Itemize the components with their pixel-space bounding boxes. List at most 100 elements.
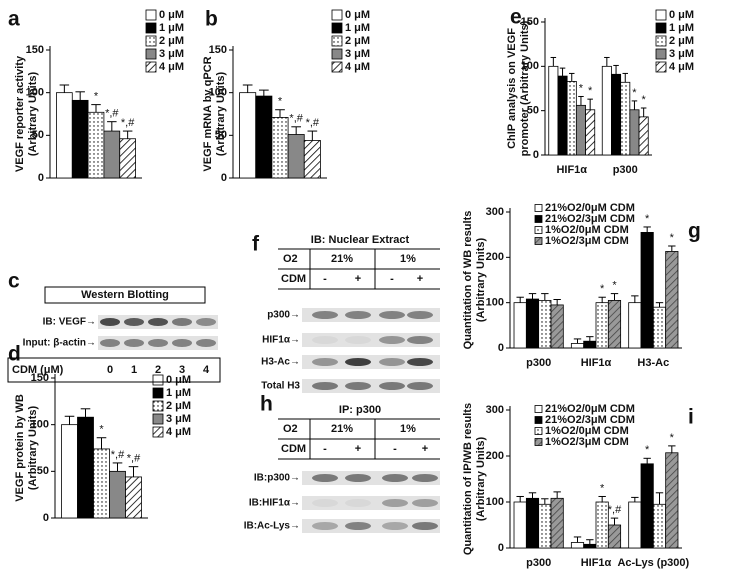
y-axis-label: (Arbitrary Units) — [215, 71, 227, 156]
row-label: Total H3 — [261, 381, 300, 392]
blot-title: IP: p300 — [339, 404, 381, 416]
y-tick-label: 200 — [486, 251, 504, 263]
bar — [550, 304, 564, 349]
lane-number: 1 — [131, 364, 137, 376]
legend-label: 1 μM — [166, 387, 191, 399]
panel-letter: i — [688, 406, 694, 429]
o2-value: 21% — [331, 253, 353, 265]
blot-title: Western Blotting — [81, 289, 169, 301]
bar — [638, 116, 649, 156]
blot-band — [407, 358, 433, 366]
legend-label: 21%O2/0μM CDM — [545, 202, 635, 214]
blot-band — [345, 358, 371, 366]
legend-label: 2 μM — [166, 400, 191, 412]
legend-label: 1 μM — [669, 22, 694, 34]
y-tick-label: 100 — [209, 87, 227, 99]
panel-letter: c — [8, 270, 20, 293]
y-tick-label: 50 — [32, 129, 44, 141]
legend-swatch — [331, 22, 343, 34]
legend-swatch — [655, 9, 667, 21]
panel-letter: g — [688, 220, 701, 243]
blot-band — [148, 339, 168, 347]
row-label: IB:HIF1α→ — [249, 498, 300, 509]
legend-swatch — [145, 22, 157, 34]
blot-band — [345, 336, 371, 344]
y-tick-label: 50 — [37, 465, 49, 477]
bar — [583, 543, 597, 549]
row-label: IB:Ac-Lys→ — [244, 521, 300, 532]
legend-label: 1%O2/0μM CDM — [545, 224, 629, 236]
blot-title: IB: Nuclear Extract — [311, 234, 410, 246]
bar — [525, 497, 540, 549]
blot-band — [345, 499, 371, 507]
bar — [570, 542, 585, 549]
y-tick-label: 0 — [221, 172, 227, 184]
blot-band — [382, 499, 408, 507]
y-tick-label: 150 — [521, 16, 539, 28]
y-tick-label: 200 — [486, 450, 504, 462]
bar — [513, 501, 527, 549]
legend-label: 1 μM — [159, 22, 184, 34]
blot-band — [382, 522, 408, 530]
cdm-value: + — [422, 443, 428, 455]
legend-swatch — [152, 400, 164, 412]
annotation: *,# — [306, 117, 320, 129]
bar — [640, 231, 654, 349]
annotation: * — [632, 87, 637, 99]
annotation: * — [99, 424, 104, 436]
bar — [255, 95, 273, 179]
blot-band — [124, 318, 144, 326]
blot-band — [379, 336, 405, 344]
legend-swatch — [534, 204, 543, 212]
blot-band — [345, 311, 371, 319]
y-tick-label: 150 — [26, 44, 44, 56]
blot-strip — [302, 496, 440, 510]
legend-swatch — [534, 438, 543, 446]
y-tick-label: 0 — [38, 172, 44, 184]
y-axis-label: (Arbitrary Units) — [27, 71, 39, 156]
legend-swatch — [534, 226, 543, 234]
blot-strip — [302, 333, 440, 347]
bar — [640, 463, 654, 549]
lane-number: 4 — [203, 364, 210, 376]
legend-swatch — [152, 426, 164, 438]
legend-swatch — [152, 413, 164, 425]
y-tick-label: 50 — [215, 129, 227, 141]
annotation: * — [600, 482, 605, 494]
title-box — [44, 286, 206, 304]
bar — [557, 75, 568, 156]
legend-label: 3 μM — [166, 413, 191, 425]
row-label: IB: VEGF→ — [43, 317, 96, 328]
blot-band — [379, 382, 405, 390]
legend-label: 3 μM — [669, 48, 694, 60]
y-tick-label: 100 — [486, 297, 504, 309]
blot-band — [100, 318, 120, 326]
blot-band — [148, 318, 168, 326]
bar — [601, 65, 612, 156]
y-tick-label: 300 — [486, 404, 504, 416]
bar — [628, 302, 642, 349]
bar — [239, 92, 257, 179]
y-axis-label: (Arbitrary Units) — [475, 436, 487, 521]
legend-label: 21%O2/3μM CDM — [545, 213, 635, 225]
y-tick-label: 100 — [26, 87, 44, 99]
bar — [109, 470, 126, 519]
legend-label: 1%O2/3μM CDM — [545, 436, 629, 448]
legend-label: 0 μM — [345, 9, 370, 21]
bar — [665, 452, 679, 549]
annotation: *,# — [105, 108, 119, 120]
legend-swatch — [145, 48, 157, 60]
legend-label: 1%O2/0μM CDM — [545, 425, 629, 437]
panel-letter: h — [260, 393, 273, 416]
o2-value: 1% — [400, 423, 416, 435]
y-tick-label: 0 — [533, 149, 539, 161]
y-axis-label: Quantitation of WB results — [462, 211, 474, 350]
row-label: HIF1α→ — [262, 335, 300, 346]
cdm-value: - — [390, 273, 394, 285]
bar — [303, 140, 321, 179]
y-axis-label: VEGF protein by WB — [14, 394, 26, 502]
x-tick-label: HIF1α — [556, 164, 587, 176]
blot-band — [312, 382, 338, 390]
bar — [629, 109, 640, 156]
blot-band — [345, 382, 371, 390]
